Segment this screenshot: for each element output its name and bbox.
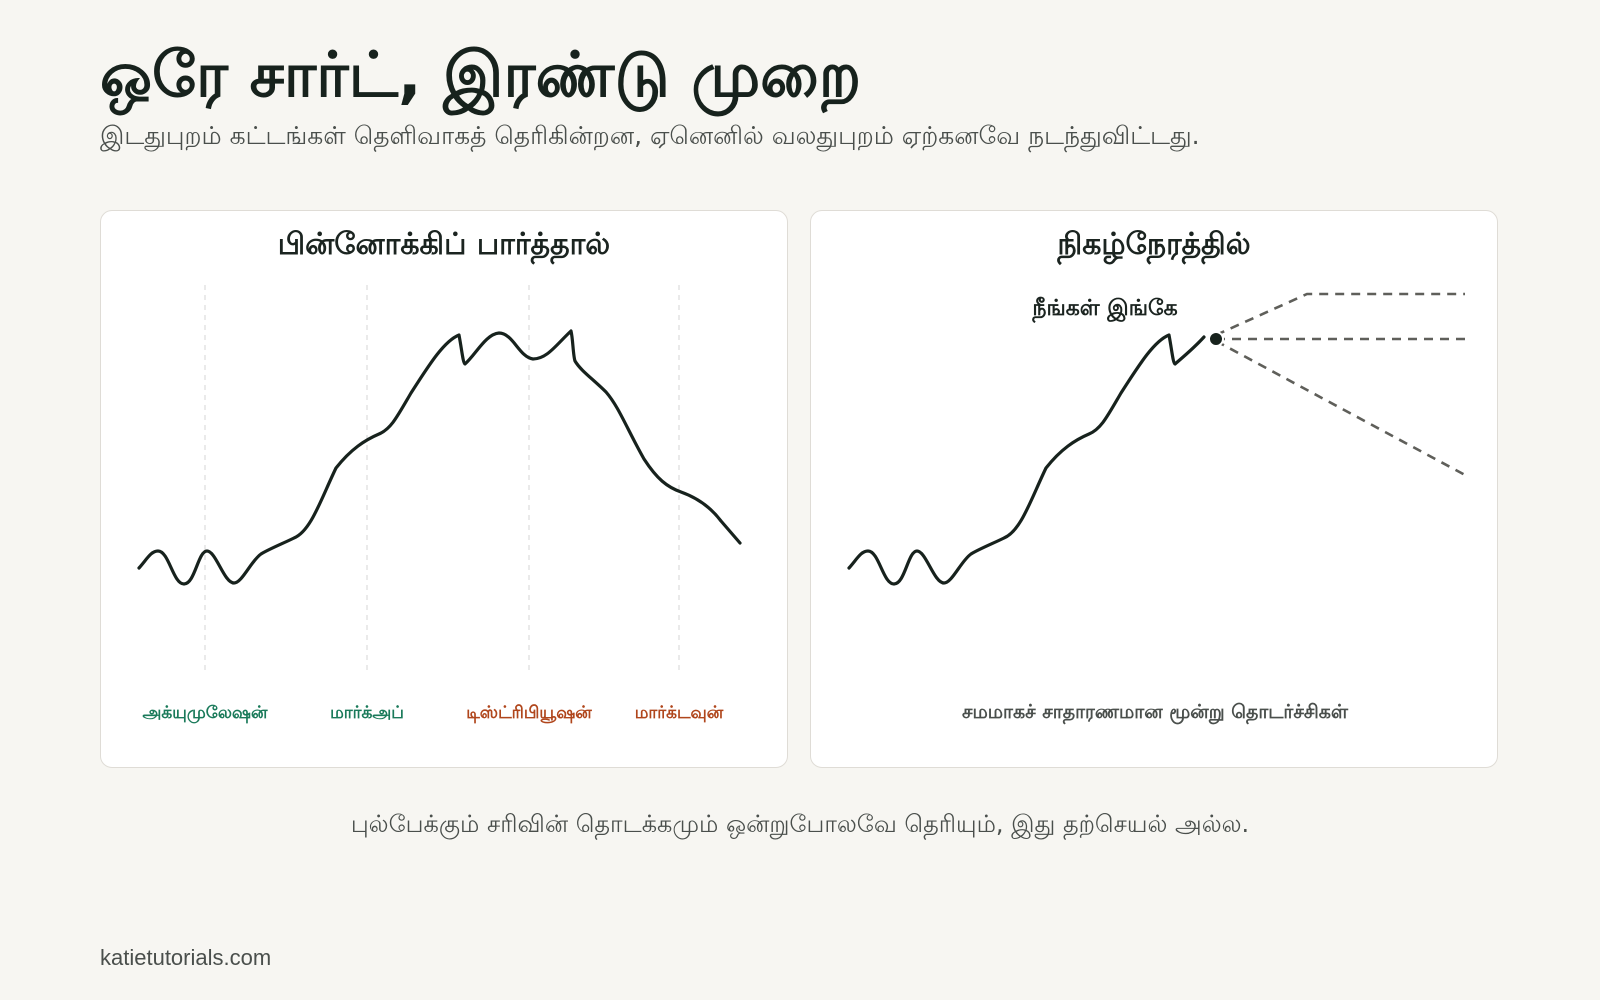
three-continuations-label: சமமாகச் சாதாரணமான மூன்று தொடர்ச்சிகள் <box>962 701 1349 725</box>
you-are-here-label: நீங்கள் இங்கே <box>1031 296 1177 323</box>
realtime-panel: நிகழ்நேரத்தில் நீங்கள் இங்கே சமமாகச் சாத… <box>810 210 1498 768</box>
realtime-chart: நீங்கள் இங்கே சமமாகச் சாதாரணமான மூன்று த… <box>811 211 1499 769</box>
bottom-caption: புல்பேக்கும் சரிவின் தொடக்கமும் ஒன்றுபோல… <box>0 810 1600 841</box>
site-link[interactable]: katietutorials.com <box>100 945 271 971</box>
hindsight-panel: பின்னோக்கிப் பார்த்தால் அக்யுமுலேஷன் மார… <box>100 210 788 768</box>
phase-label-markdown: மார்க்டவுன் <box>635 703 724 723</box>
phase-label-distribution: டிஸ்ட்ரிபியூஷன் <box>466 703 592 723</box>
scenario-down-dashed <box>1216 341 1465 475</box>
scenario-up-dashed <box>1216 294 1465 335</box>
hindsight-chart: அக்யுமுலேஷன் மார்க்அப் டிஸ்ட்ரிபியூஷன் ம… <box>101 211 789 769</box>
page-subtitle: இடதுபுறம் கட்டங்கள் தெளிவாகத் தெரிகின்றன… <box>100 121 1200 154</box>
phase-label-markup: மார்க்அப் <box>330 703 404 723</box>
phase-label-accumulation: அக்யுமுலேஷன் <box>143 703 268 723</box>
page-title: ஒரே சார்ட், இரண்டு முறை <box>100 38 861 112</box>
price-line <box>139 331 740 584</box>
current-position-marker <box>1209 332 1223 346</box>
price-line <box>849 335 1204 584</box>
